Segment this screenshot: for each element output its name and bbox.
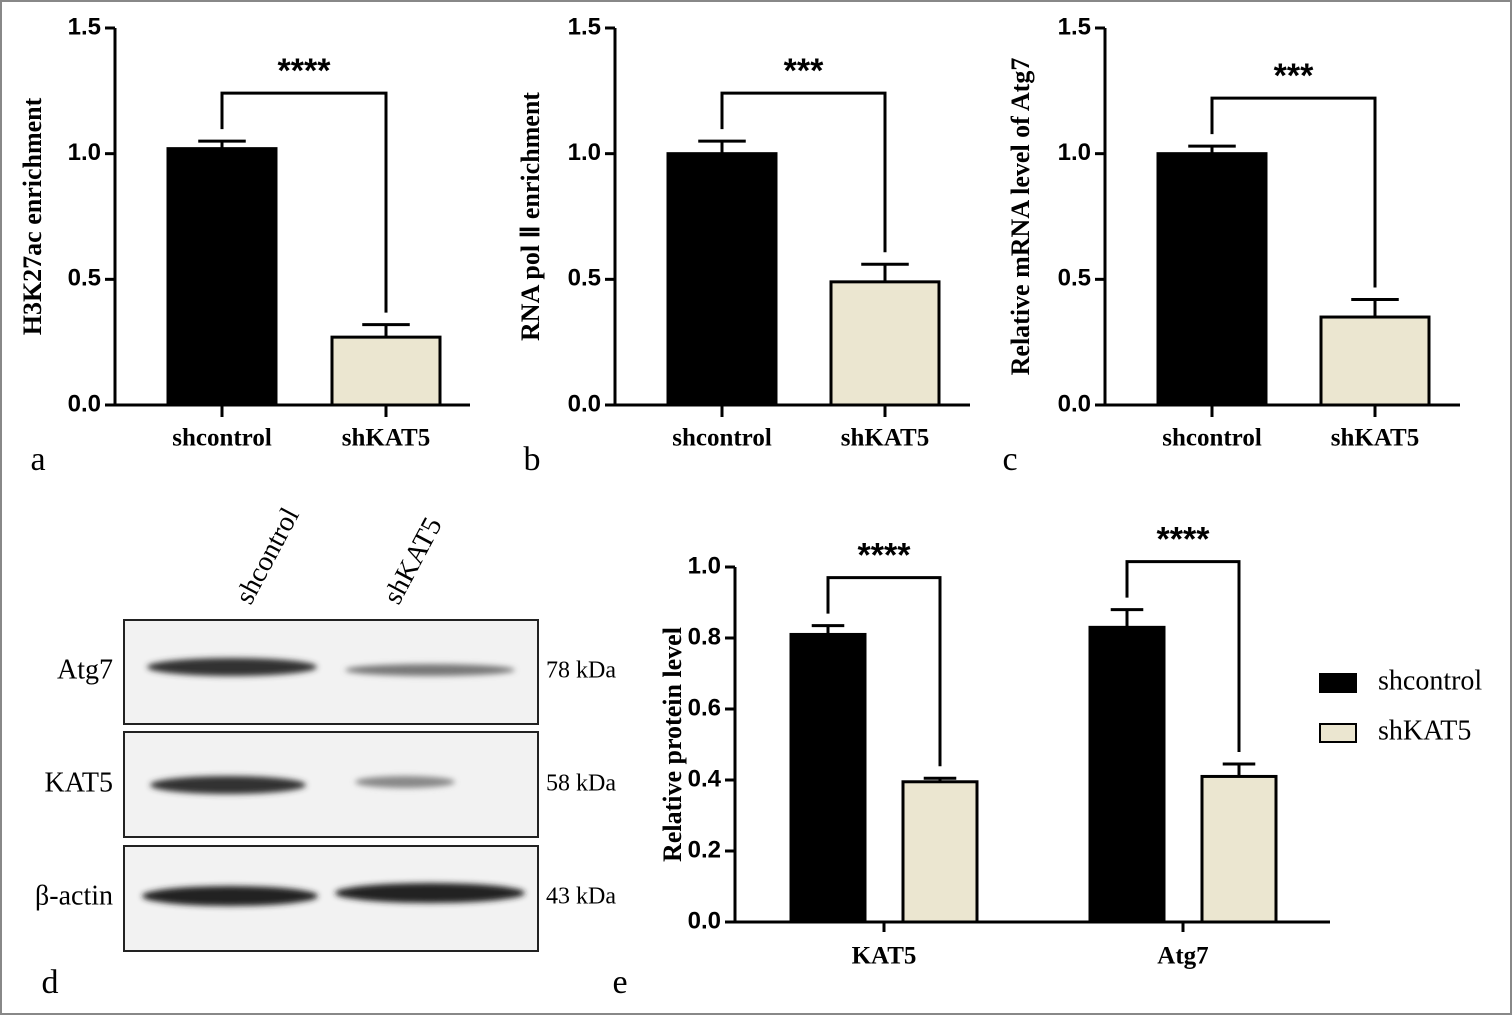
y-tick-label: 1.5 — [68, 13, 101, 40]
significance-bracket — [1210, 96, 1377, 288]
significance-bracket — [826, 576, 942, 767]
band-size: 43 kDa — [546, 884, 616, 910]
band — [147, 658, 317, 676]
band-size: 58 kDa — [546, 771, 616, 797]
panel-label: b — [524, 441, 541, 478]
y-tick-label: 0.5 — [68, 265, 101, 292]
y-tick-label: 1.0 — [568, 139, 601, 166]
y-tick-label: 1.0 — [68, 139, 101, 166]
band-label: Atg7 — [57, 654, 113, 685]
significance-label: *** — [1274, 57, 1314, 95]
panel-label: c — [1002, 441, 1017, 478]
bar — [789, 632, 867, 924]
legend-label: shcontrol — [1378, 665, 1482, 696]
x-tick-label: shcontrol — [672, 425, 772, 452]
band — [142, 886, 318, 906]
y-tick-label: 0.5 — [1058, 265, 1091, 292]
legend-label: shKAT5 — [1378, 715, 1471, 746]
band — [345, 664, 515, 676]
y-tick-label: 0.8 — [688, 623, 721, 650]
y-axis-label: Relative mRNA level of Atg7 — [1006, 58, 1035, 376]
legend-swatch — [1319, 673, 1357, 693]
y-tick-label: 0.6 — [688, 694, 721, 721]
significance-label: **** — [1157, 521, 1211, 559]
significance-bracket — [1125, 560, 1241, 753]
y-axis-label: Relative protein level — [658, 627, 687, 862]
band-label: β-actin — [35, 880, 113, 911]
significance-label: **** — [858, 537, 912, 575]
bar — [166, 147, 278, 407]
panel-label: a — [30, 441, 45, 478]
band — [335, 883, 525, 903]
y-tick-label: 1.0 — [688, 552, 721, 579]
band — [150, 776, 306, 794]
bar — [1156, 152, 1268, 407]
y-axis-label: H3K27ac enrichment — [18, 97, 47, 335]
legend-swatch — [1319, 723, 1357, 743]
bar — [1319, 315, 1431, 407]
x-tick-label: shKAT5 — [841, 425, 929, 452]
y-tick-label: 1.0 — [1058, 139, 1091, 166]
x-tick-label: shKAT5 — [342, 425, 430, 452]
western-blot — [123, 619, 539, 952]
y-tick-label: 0.4 — [688, 765, 722, 792]
bar — [1200, 774, 1278, 924]
bar — [1088, 625, 1166, 924]
y-tick-label: 0.5 — [568, 265, 601, 292]
y-tick-label: 0.2 — [688, 836, 721, 863]
y-tick-label: 0.0 — [1058, 390, 1091, 417]
significance-bracket — [720, 91, 887, 253]
significance-label: **** — [278, 52, 332, 90]
panel-label: e — [612, 964, 627, 1001]
x-tick-label: shKAT5 — [1331, 425, 1419, 452]
x-tick-label: shcontrol — [1162, 425, 1262, 452]
band-label: KAT5 — [45, 767, 113, 798]
bar — [330, 335, 442, 407]
bar — [829, 280, 941, 407]
significance-label: *** — [784, 52, 824, 90]
x-tick-label: Atg7 — [1157, 943, 1208, 970]
panel-label: d — [42, 964, 59, 1001]
y-axis-label: RNA pol Ⅱ enrichment — [516, 92, 545, 341]
y-tick-label: 0.0 — [688, 907, 721, 934]
y-tick-label: 1.5 — [1058, 13, 1091, 40]
x-tick-label: shcontrol — [172, 425, 272, 452]
y-tick-label: 0.0 — [68, 390, 101, 417]
x-tick-label: KAT5 — [852, 943, 917, 970]
y-tick-label: 0.0 — [568, 390, 601, 417]
y-tick-label: 1.5 — [568, 13, 601, 40]
significance-bracket — [220, 91, 388, 313]
bar — [901, 780, 979, 924]
band-size: 78 kDa — [546, 658, 616, 684]
band — [355, 776, 455, 788]
bar — [666, 152, 778, 407]
